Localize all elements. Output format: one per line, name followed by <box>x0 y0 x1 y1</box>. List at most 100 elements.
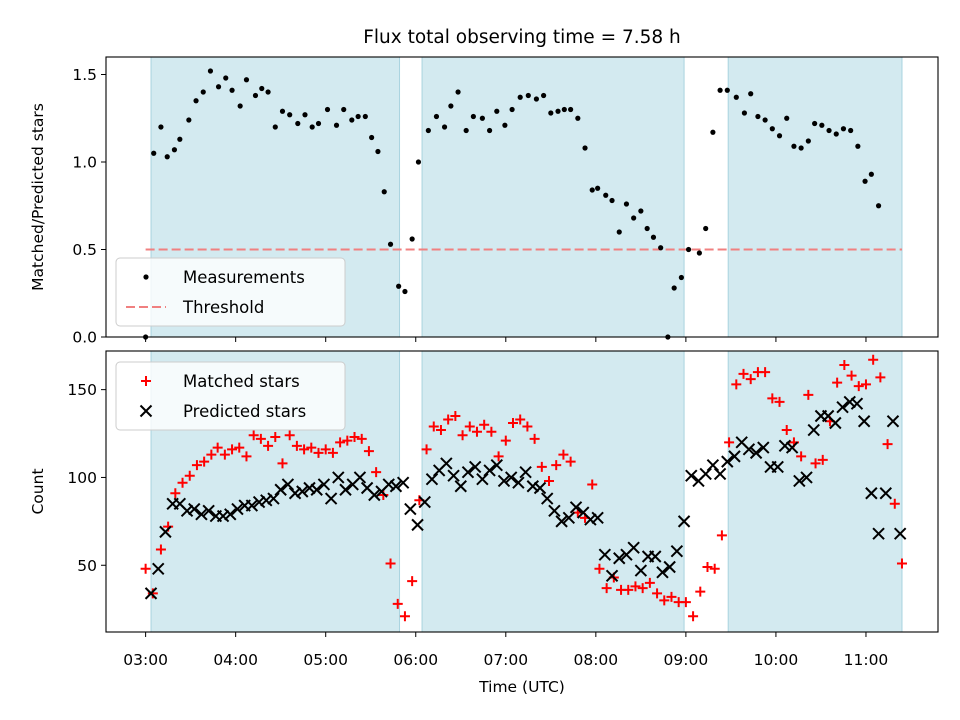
measurement-point <box>215 84 222 90</box>
matched-star-point <box>399 611 410 622</box>
ratio-panel: 0.0 0.5 1.0 1.5 Matched/Predicted stars Mea… <box>29 56 939 347</box>
matched-star-point <box>140 563 151 574</box>
predicted-star-point <box>483 464 496 477</box>
matched-star-point <box>695 586 706 597</box>
y-tick-label: 1.0 <box>72 154 97 172</box>
predicted-star-point <box>144 587 158 600</box>
x-axis-label: Time (UTC) <box>478 678 565 696</box>
predicted-star-point <box>404 502 417 516</box>
matched-star-point <box>277 458 288 469</box>
matched-star-point <box>731 379 742 390</box>
predicted-star-point <box>850 397 864 410</box>
predicted-star-point <box>569 501 583 514</box>
predicted-star-point <box>533 481 547 495</box>
predicted-star-point <box>152 562 165 575</box>
matched-star-point <box>363 446 374 457</box>
matched-star-point <box>356 433 367 444</box>
matched-star-point <box>810 458 821 469</box>
x-tick-label: 11:00 <box>844 651 889 669</box>
predicted-star-point <box>180 504 194 518</box>
matched-star-point <box>882 439 893 450</box>
measurement-point <box>158 124 164 130</box>
count-y-axis-label: Count <box>29 468 47 514</box>
observing-window-band <box>421 350 685 633</box>
measurement-point <box>324 106 331 113</box>
measurement-point <box>696 250 702 256</box>
matched-star-point <box>212 442 223 453</box>
predicted-star-point <box>260 494 273 507</box>
predicted-star-point <box>461 465 475 479</box>
measurement-point <box>448 103 454 109</box>
predicted-star-point <box>598 548 612 561</box>
matched-star-point <box>839 360 850 371</box>
measurement-points <box>143 68 882 340</box>
measurement-point <box>582 145 588 151</box>
measurement-point <box>207 68 214 74</box>
predicted-star-point <box>677 515 691 528</box>
matched-star-point <box>896 558 907 569</box>
measurement-point <box>769 126 775 132</box>
measurement-point <box>805 138 811 144</box>
measurement-point <box>441 124 448 130</box>
measurement-point <box>685 246 692 253</box>
matched-star-point <box>680 597 691 608</box>
legend-label: Predicted stars <box>183 402 306 421</box>
measurement-point <box>791 143 797 149</box>
observing-window-band <box>727 350 903 633</box>
count-legend: Matched stars Predicted stars <box>115 361 346 431</box>
matched-star-point <box>860 379 871 390</box>
measurement-point <box>733 94 739 100</box>
predicted-star-point <box>721 455 734 468</box>
matched-star-point <box>601 583 612 594</box>
measurement-point <box>349 117 355 123</box>
predicted-star-point <box>224 508 237 521</box>
matched-star-point <box>493 451 504 462</box>
measurement-point <box>259 85 265 92</box>
predicted-star-point <box>699 467 712 481</box>
matched-star-point <box>630 581 641 592</box>
measurement-point <box>575 115 581 121</box>
measurement-point <box>415 159 422 165</box>
matched-star-point <box>868 354 879 365</box>
measurement-point <box>186 117 192 123</box>
measurement-point <box>302 112 308 118</box>
matched-star-point <box>565 456 576 467</box>
predicted-star-point <box>317 478 331 491</box>
measurement-point <box>631 215 637 221</box>
measurement-point <box>533 96 540 102</box>
matched-star-point <box>335 437 346 448</box>
predicted-star-point <box>893 527 907 540</box>
x-tick-label: 10:00 <box>754 651 799 669</box>
predicted-star-point <box>332 471 345 484</box>
matched-star-point <box>342 435 353 446</box>
measurement-point <box>517 94 523 100</box>
predicted-star-point <box>281 478 295 491</box>
legend-marker-swatch <box>141 376 151 386</box>
predicted-star-point <box>418 495 431 509</box>
measurement-point <box>868 171 874 177</box>
measurement-point <box>387 241 394 247</box>
predicted-star-point <box>757 441 770 454</box>
matched-star-point <box>284 430 295 441</box>
measurement-point <box>243 77 250 83</box>
predicted-star-point <box>526 480 540 493</box>
matched-star-point <box>227 444 238 455</box>
matched-star-point <box>515 414 526 425</box>
ratio-legend: Measurements Threshold <box>115 257 346 327</box>
matched-star-point <box>644 577 655 588</box>
measurement-point <box>494 108 500 114</box>
matched-star-point <box>594 563 605 574</box>
measurement-point <box>703 225 709 232</box>
matched-star-point <box>551 460 562 471</box>
x-tick-label: 07:00 <box>483 651 528 669</box>
measurement-point <box>616 229 622 235</box>
chart-title: Flux total observing time = 7.58 h <box>363 27 681 48</box>
predicted-star-point <box>541 492 554 505</box>
matched-star-point <box>846 370 857 381</box>
matched-star-point <box>716 530 727 541</box>
measurement-point <box>555 108 561 114</box>
matched-star-point <box>170 488 181 499</box>
matched-star-point <box>558 449 569 460</box>
predicted-star-point <box>793 474 806 488</box>
measurement-point <box>798 145 804 151</box>
